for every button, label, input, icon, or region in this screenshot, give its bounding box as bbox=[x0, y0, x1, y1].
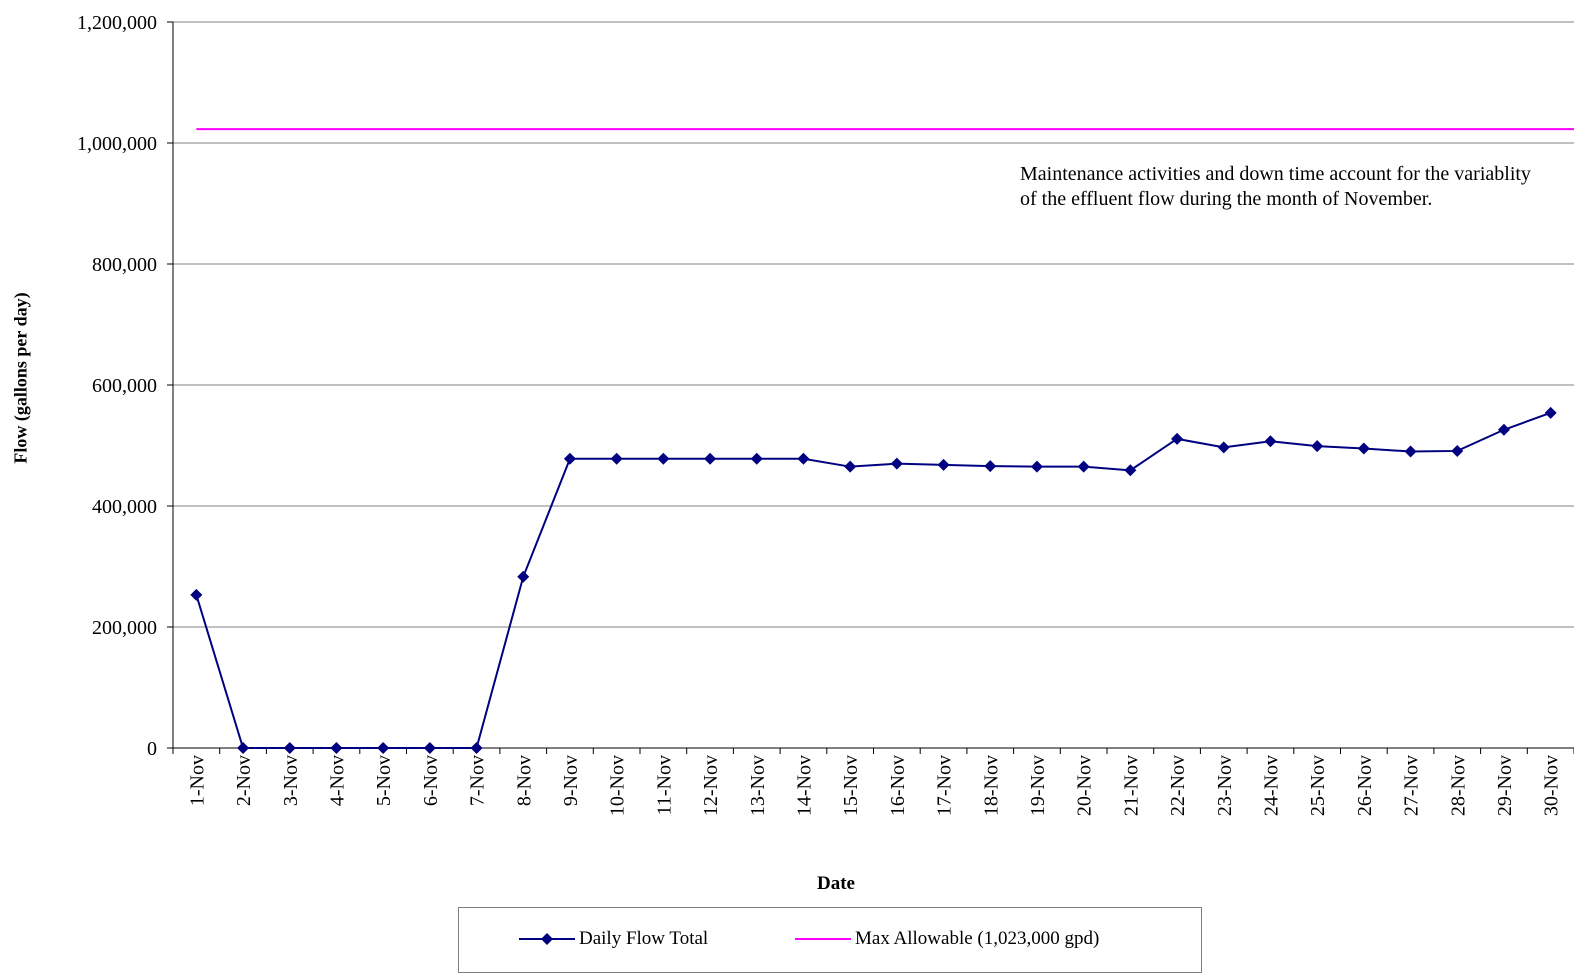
legend-item-max-allowable: Max Allowable (1,023,000 gpd) bbox=[795, 928, 1099, 950]
daily-flow-point bbox=[610, 452, 623, 465]
y-tick-label: 400,000 bbox=[92, 496, 157, 518]
daily-flow-point bbox=[1171, 432, 1184, 445]
x-tick-label: 2-Nov bbox=[233, 755, 255, 806]
daily-flow-point bbox=[1264, 435, 1277, 448]
x-tick-label: 16-Nov bbox=[887, 755, 909, 816]
daily-flow-point bbox=[423, 742, 436, 754]
daily-flow-point bbox=[563, 452, 576, 465]
x-tick-label: 10-Nov bbox=[607, 755, 629, 816]
y-tick-label: 200,000 bbox=[92, 617, 157, 639]
daily-flow-point bbox=[657, 452, 670, 465]
daily-flow-point bbox=[237, 742, 250, 754]
x-tick-label: 17-Nov bbox=[934, 755, 956, 816]
daily-flow-point bbox=[1077, 460, 1090, 473]
daily-flow-point bbox=[1124, 464, 1137, 477]
x-tick-label: 15-Nov bbox=[840, 755, 862, 816]
x-tick-label: 21-Nov bbox=[1120, 755, 1142, 816]
x-tick-label: 24-Nov bbox=[1260, 755, 1282, 816]
daily-flow-point bbox=[1311, 440, 1324, 453]
daily-flow-point bbox=[517, 570, 530, 583]
daily-flow-point bbox=[283, 742, 296, 754]
daily-flow-point bbox=[470, 742, 483, 754]
daily-flow-point bbox=[937, 458, 950, 471]
x-tick-label: 7-Nov bbox=[467, 755, 489, 806]
y-tick-label: 0 bbox=[147, 738, 157, 760]
x-tick-label: 22-Nov bbox=[1167, 755, 1189, 816]
y-tick-label: 600,000 bbox=[92, 375, 157, 397]
daily-flow-point bbox=[1451, 444, 1464, 457]
x-tick-label: 18-Nov bbox=[980, 755, 1002, 816]
daily-flow-point bbox=[797, 452, 810, 465]
y-axis-title: Flow (gallons per day) bbox=[10, 292, 31, 464]
x-tick-label: 6-Nov bbox=[420, 755, 442, 806]
x-axis-title: Date bbox=[817, 873, 855, 894]
x-tick-label: 19-Nov bbox=[1027, 755, 1049, 816]
x-tick-label: 26-Nov bbox=[1354, 755, 1376, 816]
x-tick-label: 13-Nov bbox=[747, 755, 769, 816]
x-tick-label: 12-Nov bbox=[700, 755, 722, 816]
x-tick-label: 4-Nov bbox=[326, 755, 348, 806]
x-tick-label: 20-Nov bbox=[1074, 755, 1096, 816]
chart-legend: Daily Flow Total Max Allowable (1,023,00… bbox=[458, 907, 1202, 973]
x-tick-label: 25-Nov bbox=[1307, 755, 1329, 816]
legend-swatch-daily-flow bbox=[519, 933, 575, 945]
x-tick-label: 11-Nov bbox=[653, 755, 675, 815]
x-tick-label: 1-Nov bbox=[186, 755, 208, 806]
y-tick-label: 800,000 bbox=[92, 254, 157, 276]
daily-flow-point bbox=[1544, 406, 1557, 419]
x-tick-label: 28-Nov bbox=[1447, 755, 1469, 816]
legend-label-max-allowable: Max Allowable (1,023,000 gpd) bbox=[855, 928, 1100, 949]
daily-flow-point bbox=[704, 452, 717, 465]
x-tick-label: 27-Nov bbox=[1401, 755, 1423, 816]
daily-flow-point bbox=[844, 460, 857, 473]
daily-flow-point bbox=[377, 742, 390, 754]
daily-flow-point bbox=[1030, 460, 1043, 473]
daily-flow-point bbox=[1497, 423, 1510, 436]
daily-flow-point bbox=[984, 460, 997, 473]
x-tick-label: 9-Nov bbox=[560, 755, 582, 806]
legend-swatch-max-allowable bbox=[795, 938, 851, 940]
legend-label-daily-flow: Daily Flow Total bbox=[579, 928, 709, 949]
daily-flow-point bbox=[1217, 441, 1230, 454]
daily-flow-point bbox=[890, 457, 903, 470]
x-tick-label: 30-Nov bbox=[1541, 755, 1563, 816]
x-tick-label: 14-Nov bbox=[793, 755, 815, 816]
x-tick-label: 5-Nov bbox=[373, 755, 395, 806]
daily-flow-point bbox=[190, 588, 203, 601]
x-tick-label: 3-Nov bbox=[280, 755, 302, 806]
daily-flow-point bbox=[330, 742, 343, 754]
y-tick-label: 1,000,000 bbox=[77, 133, 157, 155]
chart-annotation: Maintenance activities and down time acc… bbox=[1020, 163, 1531, 210]
legend-item-daily-flow: Daily Flow Total bbox=[519, 928, 708, 950]
x-tick-label: 29-Nov bbox=[1494, 755, 1516, 816]
daily-flow-point bbox=[1357, 442, 1370, 455]
daily-flow-point bbox=[750, 452, 763, 465]
daily-flow-point bbox=[1404, 445, 1417, 458]
daily-flow-line bbox=[195, 411, 1551, 749]
y-tick-label: 1,200,000 bbox=[77, 12, 157, 34]
x-tick-label: 23-Nov bbox=[1214, 755, 1236, 816]
x-tick-label: 8-Nov bbox=[513, 755, 535, 806]
